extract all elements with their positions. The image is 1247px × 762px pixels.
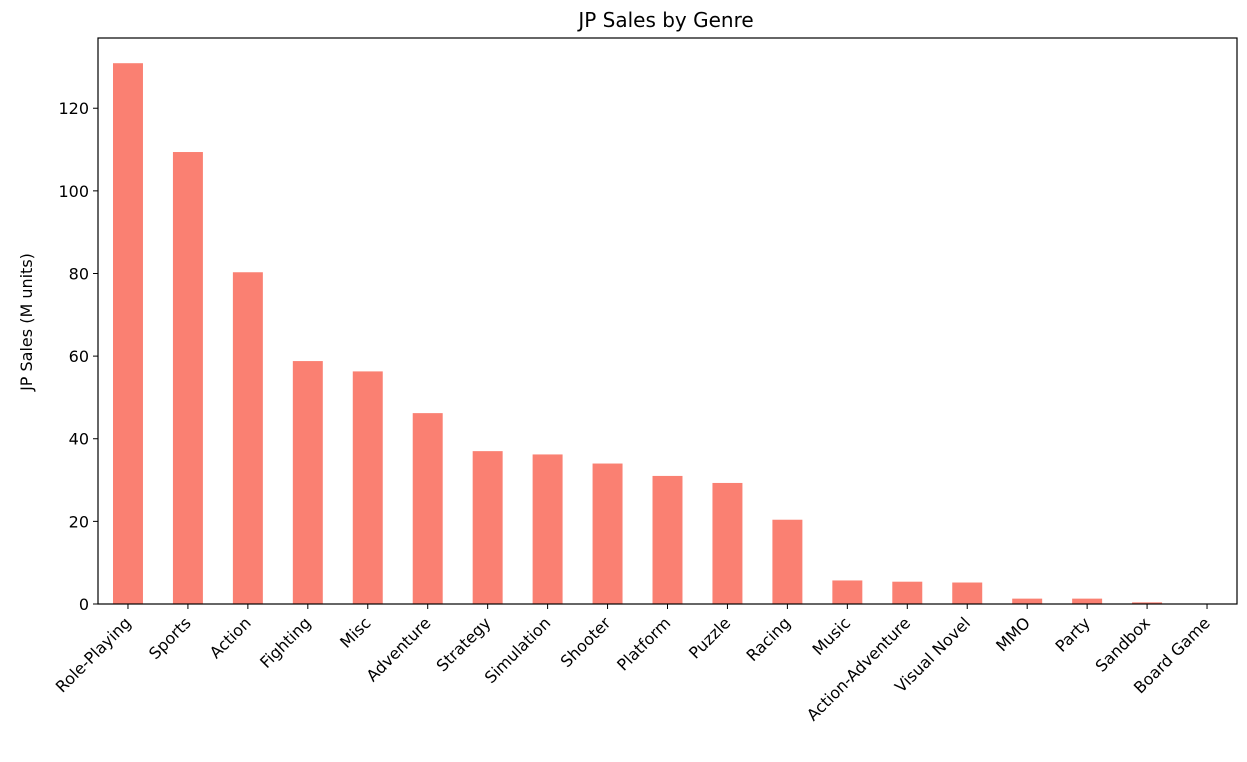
y-tick-label: 100 bbox=[58, 182, 89, 201]
x-tick-label: Party bbox=[1051, 613, 1093, 655]
x-tick-label: Shooter bbox=[557, 613, 615, 671]
x-tick-label: Strategy bbox=[433, 613, 495, 675]
x-tick-label: Music bbox=[809, 613, 855, 659]
bar-sports bbox=[172, 152, 203, 604]
x-tick-label: Platform bbox=[613, 613, 674, 674]
x-tick-label: MMO bbox=[992, 613, 1034, 655]
x-tick-label: Puzzle bbox=[685, 613, 734, 662]
bar-shooter bbox=[592, 463, 623, 604]
x-tick-label: Racing bbox=[743, 613, 795, 665]
bar-action-adventure bbox=[892, 581, 923, 604]
x-tick-label: Action-Adventure bbox=[803, 613, 914, 724]
x-tick-label: Sandbox bbox=[1092, 613, 1154, 675]
y-tick-label: 0 bbox=[79, 595, 89, 614]
bar-puzzle bbox=[712, 482, 743, 604]
bar-music bbox=[832, 580, 863, 604]
bar-strategy bbox=[472, 451, 503, 604]
y-tick-label: 80 bbox=[69, 264, 89, 283]
chart-title: JP Sales by Genre bbox=[576, 8, 753, 32]
bar-role-playing bbox=[112, 63, 143, 604]
bar-action bbox=[232, 272, 263, 604]
bar-party bbox=[1072, 598, 1103, 604]
bar-misc bbox=[352, 371, 383, 604]
y-axis-ticks: 0 20 40 60 80 100 120 bbox=[58, 99, 98, 614]
y-tick-label: 40 bbox=[69, 430, 89, 449]
x-tick-label: Sports bbox=[145, 613, 195, 663]
bar-mmo bbox=[1012, 598, 1043, 604]
x-tick-label: Action bbox=[206, 613, 255, 662]
bar-simulation bbox=[532, 454, 563, 604]
x-tick-label: Role-Playing bbox=[52, 613, 135, 696]
plot-frame bbox=[97, 37, 1238, 605]
bars-group bbox=[112, 63, 1163, 604]
x-tick-label: Fighting bbox=[256, 613, 315, 672]
y-tick-label: 120 bbox=[58, 99, 89, 118]
bar-racing bbox=[772, 519, 803, 604]
bar-platform bbox=[652, 475, 683, 604]
x-tick-label: Adventure bbox=[363, 613, 435, 685]
bar-fighting bbox=[292, 361, 323, 604]
y-axis-label: JP Sales (M units) bbox=[17, 253, 36, 392]
bar-sandbox bbox=[1132, 602, 1163, 604]
y-tick-label: 60 bbox=[69, 347, 89, 366]
x-tick-label: Misc bbox=[336, 613, 374, 651]
x-axis-ticks: Role-Playing Sports Action Fighting MiscAdve… bbox=[52, 604, 1214, 725]
bar-visual-novel bbox=[952, 582, 983, 604]
bar-adventure bbox=[412, 413, 443, 604]
y-tick-label: 20 bbox=[69, 512, 89, 531]
